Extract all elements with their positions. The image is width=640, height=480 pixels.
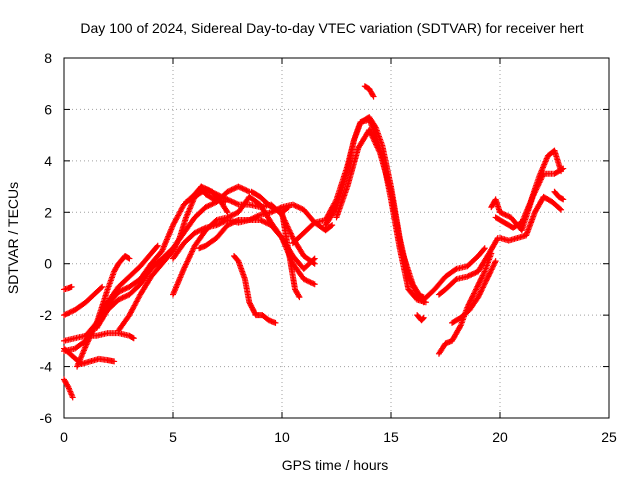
y-tick-label: -2 [40,307,53,323]
series-arc-06 [61,330,137,344]
scatter-markers [61,376,76,401]
y-axis-title: SDTVAR / TECUs [5,182,21,294]
series-arc-29 [497,193,565,244]
scatter-markers [61,283,75,293]
x-tick-label: 5 [169,429,177,445]
data-layer [61,83,567,401]
plot-frame [63,57,610,419]
series-arc-02 [61,283,75,293]
scatter-markers [551,188,567,203]
scatter-markers [61,330,137,344]
series-arc-25 [435,235,501,298]
x-tick-label: 10 [274,429,290,445]
scatter-markers [449,258,499,326]
scatter-markers [61,283,106,319]
y-tick-label: -6 [40,410,53,426]
y-tick-label: 2 [44,204,52,220]
y-tick-label: -4 [40,359,53,375]
scatter-markers [361,83,377,100]
series-arc-01 [61,376,76,401]
x-tick-label: 0 [60,429,68,445]
scatter-markers [497,193,565,244]
series-arc-11 [170,201,336,262]
series-arc-22 [414,312,427,324]
series-arc-21 [361,83,377,100]
scatter-markers [488,165,567,234]
y-tick-label: 0 [44,256,52,272]
scatter-markers [279,209,303,301]
x-tick-label: 20 [492,429,508,445]
scatter-markers [170,201,336,262]
x-tick-label: 25 [601,429,617,445]
scatter-markers [248,188,292,216]
x-tick-label: 15 [383,429,399,445]
series-arc-15 [231,253,279,326]
series-arc-27 [488,165,567,234]
y-tick-label: 8 [44,50,52,66]
series-arc-30 [551,188,567,203]
y-tick-label: 4 [44,153,52,169]
scatter-markers [414,312,427,324]
axis-ticks: 0 5 10 15 20 25 -6 -4 -2 0 2 4 6 8 [40,50,617,445]
chart-title: Day 100 of 2024, Sidereal Day-to-day VTE… [80,20,583,36]
series-arc-16 [248,188,292,216]
x-axis-title: GPS time / hours [282,457,389,473]
scatter-markers [333,127,427,306]
series-arc-28 [492,147,565,231]
series-arc-17 [279,209,303,301]
series-arc-20 [333,127,427,306]
scatter-markers [492,147,565,231]
series-arc-03 [61,283,106,319]
scatter-markers [231,253,279,326]
scatter-markers [420,245,488,303]
scatter-markers [435,235,501,298]
series-arc-26 [449,258,499,326]
y-tick-label: 6 [44,101,52,117]
grid [64,58,609,418]
series-arc-23 [420,245,488,303]
